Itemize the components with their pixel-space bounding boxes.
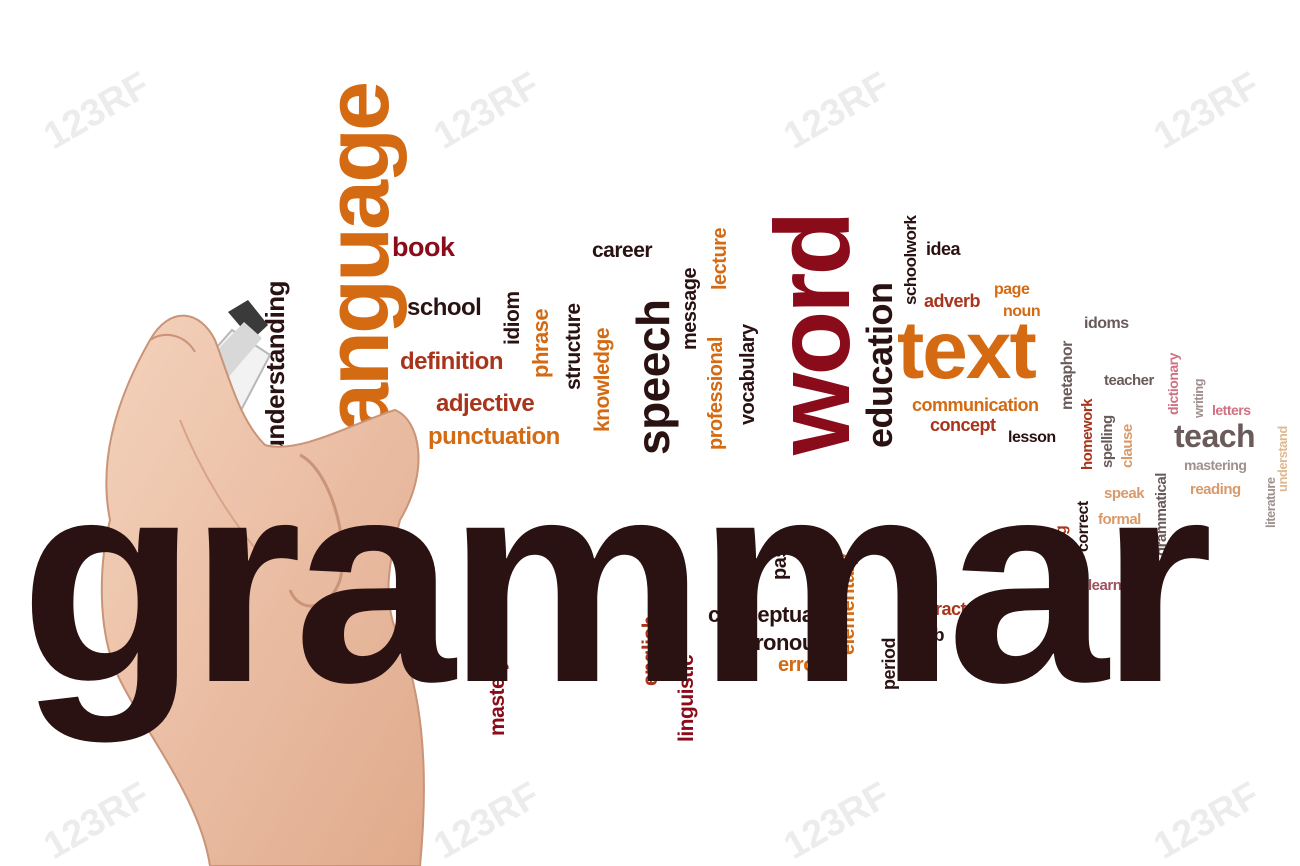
word-formal: formal: [1098, 511, 1141, 528]
word-abstract: abstract: [900, 599, 967, 619]
word-speak: speak: [1104, 485, 1145, 502]
word-definition: definition: [400, 348, 503, 375]
word-adjective: adjective: [436, 390, 535, 417]
word-page: page: [994, 281, 1030, 298]
word-concept: concept: [930, 415, 996, 435]
word-error: error: [778, 654, 823, 676]
word-school: school: [407, 294, 482, 321]
word-career: career: [592, 239, 653, 262]
word-idoms: idoms: [1084, 315, 1129, 332]
word-communication: communication: [912, 395, 1039, 415]
word-verb: verb: [908, 625, 945, 645]
word-adverb: adverb: [924, 291, 981, 311]
word-learn: learn: [1088, 577, 1122, 594]
word-idea: idea: [926, 239, 961, 259]
word-text: text: [897, 305, 1037, 396]
word-reading: reading: [1190, 481, 1241, 498]
word-grammar: grammar: [20, 419, 1213, 743]
word-letters: letters: [1212, 402, 1251, 418]
word-lesson: lesson: [1008, 429, 1056, 446]
word-pronoun: pronoun: [742, 630, 828, 655]
word-mastering: mastering: [1184, 457, 1247, 473]
word-book: book: [392, 232, 455, 262]
word-conceptual: conceptual: [708, 602, 820, 627]
word-teach: teach: [1174, 418, 1256, 454]
word-teacher: teacher: [1104, 372, 1154, 389]
word-noun: noun: [1003, 303, 1041, 320]
word-punctuation: punctuation: [428, 423, 560, 450]
